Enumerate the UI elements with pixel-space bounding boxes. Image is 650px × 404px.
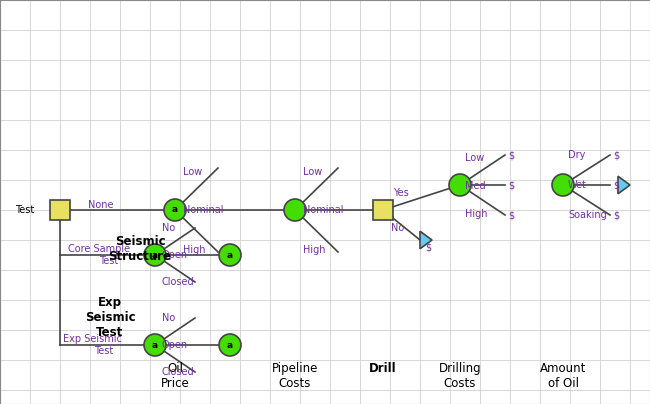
Text: Nominal: Nominal — [303, 205, 343, 215]
Polygon shape — [618, 176, 630, 194]
Text: Med: Med — [465, 181, 486, 191]
Polygon shape — [420, 231, 432, 249]
Circle shape — [219, 244, 241, 266]
Text: Pipeline
Costs: Pipeline Costs — [272, 362, 318, 390]
Text: $: $ — [613, 210, 619, 220]
Text: Seismic
Structure: Seismic Structure — [109, 235, 172, 263]
Text: Open: Open — [162, 250, 188, 260]
Circle shape — [144, 244, 166, 266]
Text: Closed: Closed — [162, 277, 194, 287]
Text: Soaking: Soaking — [568, 210, 606, 220]
Circle shape — [552, 174, 574, 196]
Text: Low: Low — [465, 153, 484, 163]
Circle shape — [449, 174, 471, 196]
Text: $: $ — [613, 150, 619, 160]
Text: Amount
of Oil: Amount of Oil — [540, 362, 586, 390]
Circle shape — [219, 334, 241, 356]
Text: a: a — [152, 250, 158, 259]
Circle shape — [144, 334, 166, 356]
Text: Exp
Seismic
Test: Exp Seismic Test — [84, 296, 135, 339]
Text: Core Sample: Core Sample — [68, 244, 130, 254]
Text: a: a — [172, 206, 178, 215]
Bar — [50, 200, 70, 220]
Text: High: High — [303, 245, 326, 255]
Text: Test: Test — [99, 256, 118, 266]
Text: No: No — [162, 223, 176, 233]
Text: Exp Seismic: Exp Seismic — [63, 334, 122, 344]
Text: None: None — [88, 200, 114, 210]
Text: Open: Open — [162, 340, 188, 350]
Text: No: No — [162, 313, 176, 323]
Text: $: $ — [425, 243, 431, 253]
Text: Low: Low — [183, 167, 202, 177]
Text: Low: Low — [303, 167, 322, 177]
Text: Test: Test — [15, 205, 34, 215]
Text: Wet: Wet — [568, 180, 587, 190]
Circle shape — [164, 199, 186, 221]
Text: Yes: Yes — [393, 188, 409, 198]
Text: a: a — [227, 341, 233, 349]
Text: Drilling
Costs: Drilling Costs — [439, 362, 481, 390]
Text: Dry: Dry — [568, 150, 586, 160]
Text: $: $ — [508, 150, 514, 160]
Text: No: No — [391, 223, 404, 233]
Text: a: a — [227, 250, 233, 259]
Text: $: $ — [508, 180, 514, 190]
Text: $: $ — [508, 210, 514, 220]
Circle shape — [284, 199, 306, 221]
Text: a: a — [152, 341, 158, 349]
Text: Nominal: Nominal — [183, 205, 224, 215]
Text: High: High — [183, 245, 205, 255]
Text: Oil
Price: Oil Price — [161, 362, 189, 390]
Text: $: $ — [613, 180, 619, 190]
Bar — [373, 200, 393, 220]
Text: Closed: Closed — [162, 367, 194, 377]
Text: Drill: Drill — [369, 362, 396, 375]
Text: Test: Test — [94, 346, 113, 356]
Text: High: High — [465, 209, 488, 219]
